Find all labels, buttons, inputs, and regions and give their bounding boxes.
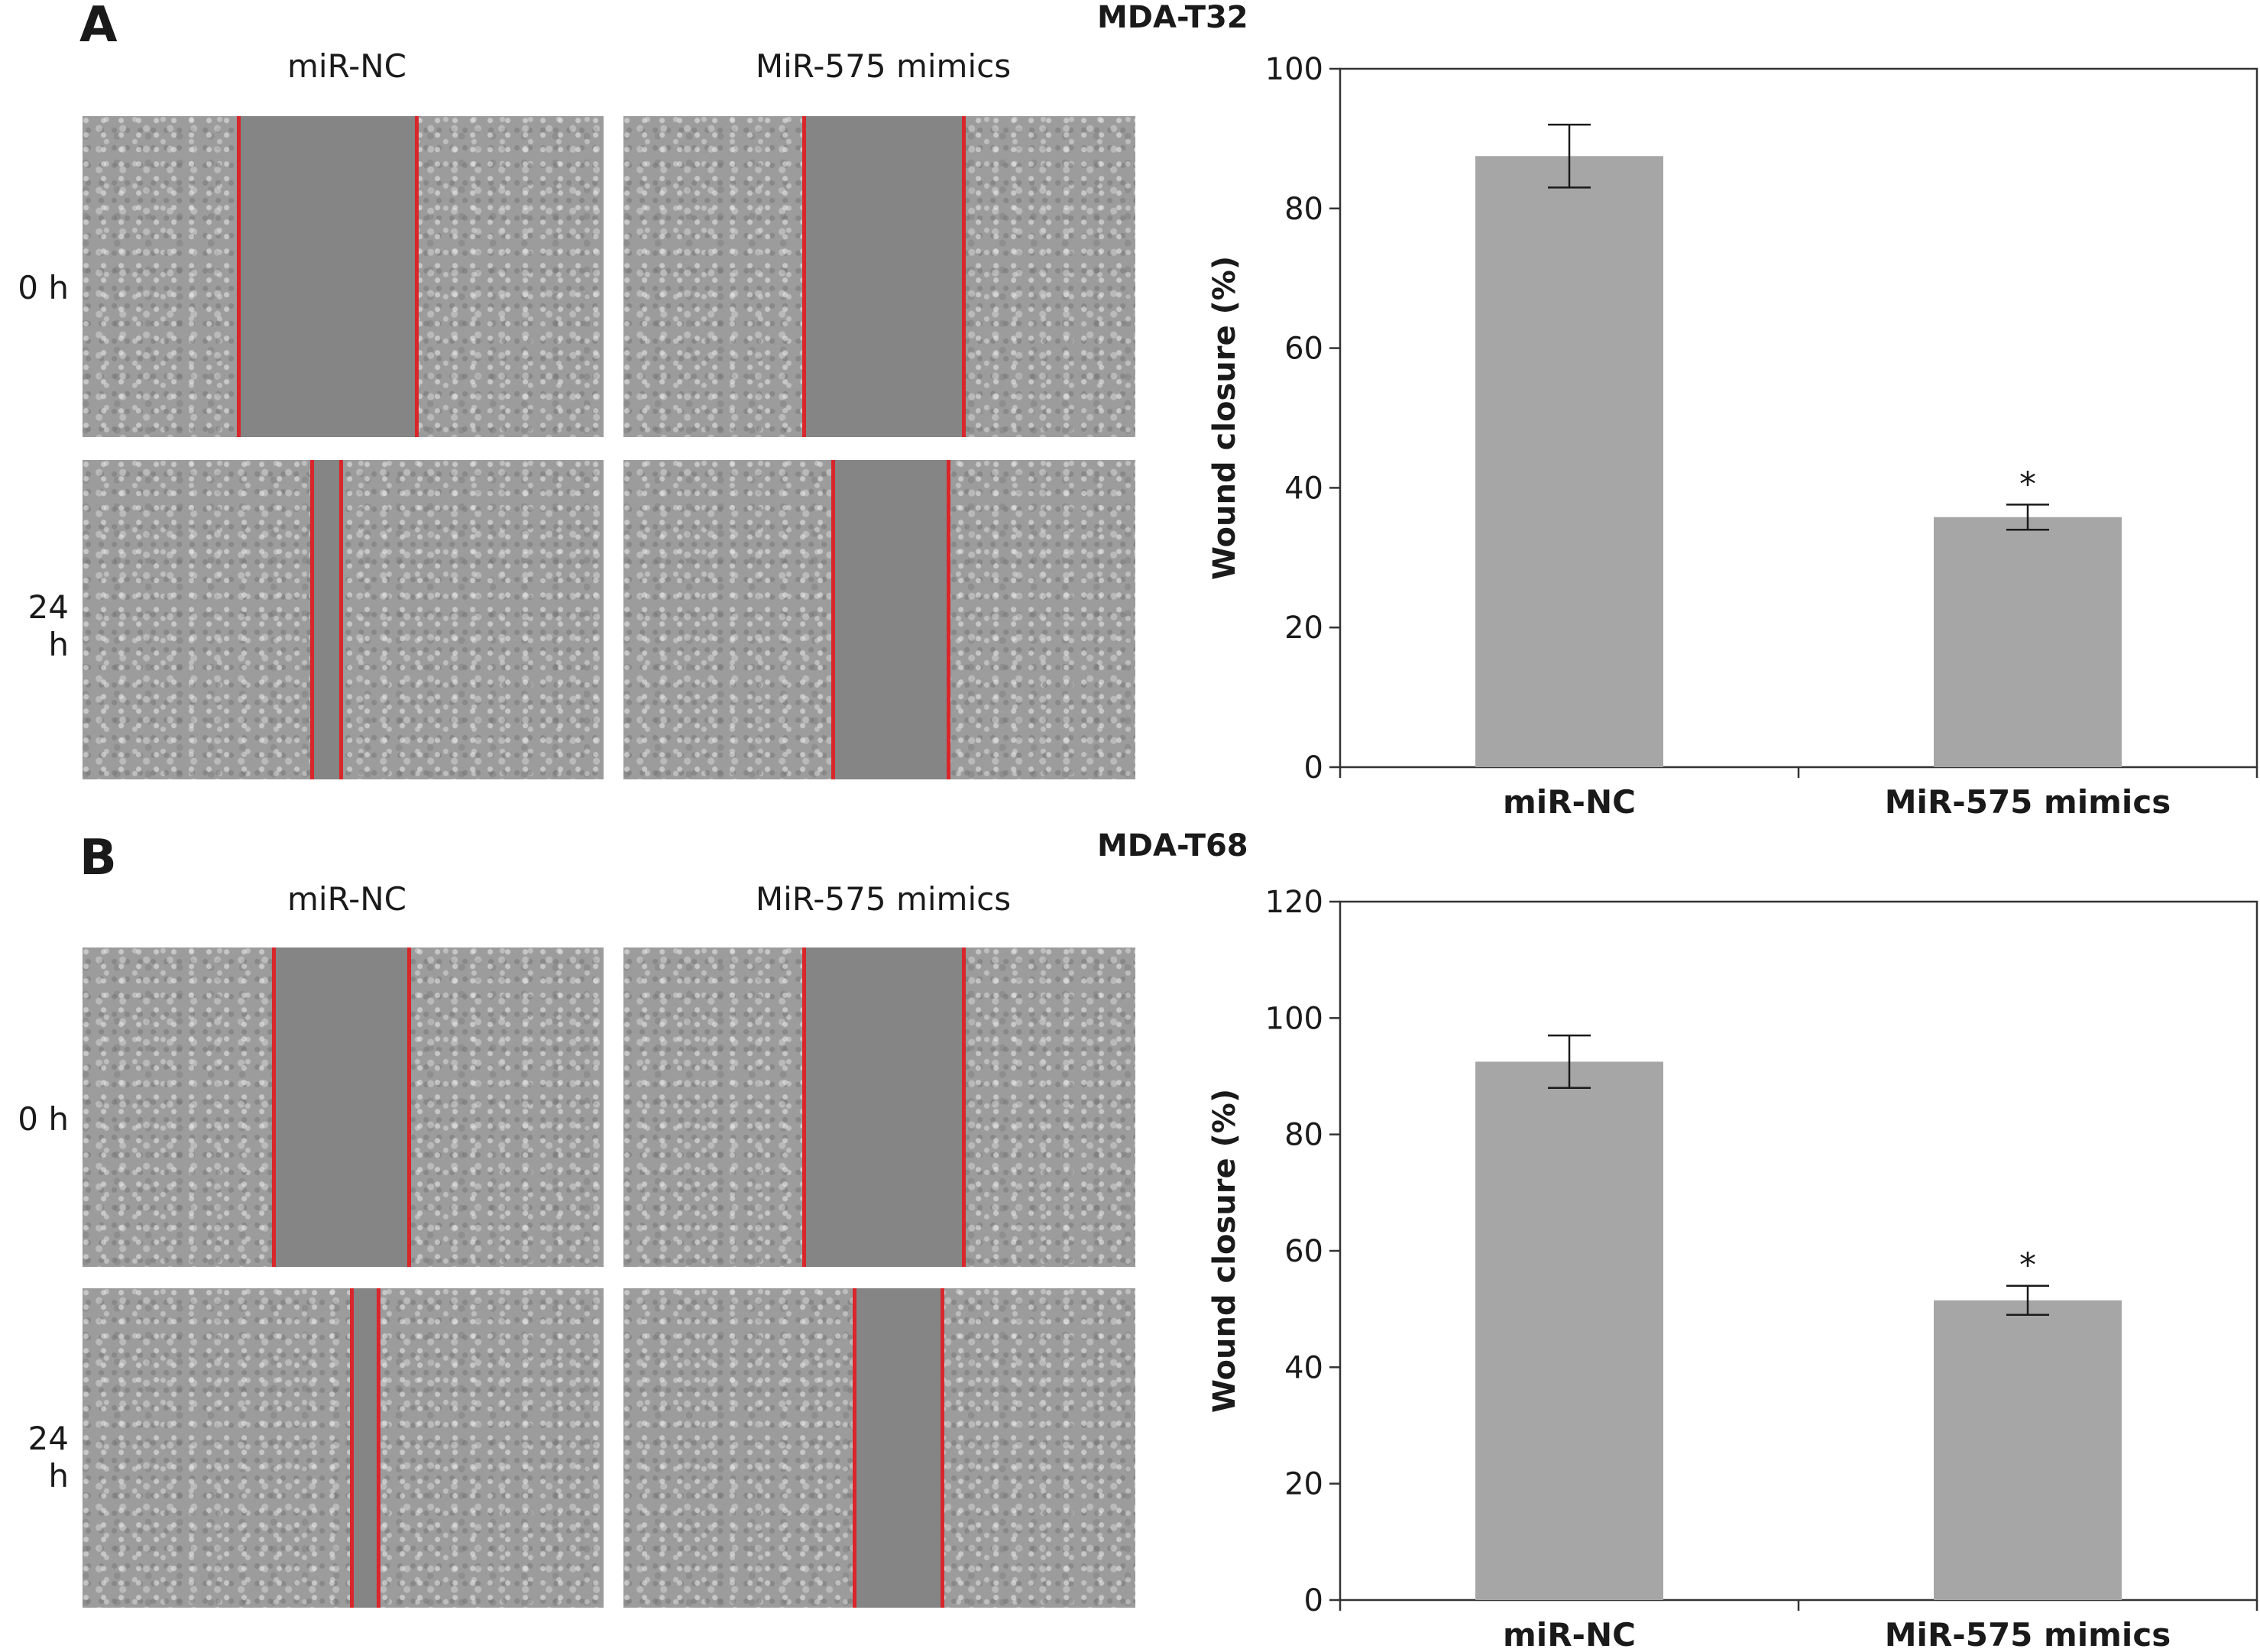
y-axis-label: Wound closure (%) — [1207, 1089, 1242, 1413]
y-tick-label: 120 — [1265, 885, 1323, 920]
bar — [1934, 1301, 2122, 1600]
significance-marker: * — [2019, 1246, 2036, 1285]
y-tick-label: 60 — [1284, 1234, 1323, 1269]
y-tick-label: 80 — [1284, 1118, 1323, 1153]
bar-chart-b: 0 20 40 60 80 100 120 Wound closure (%) miR-NC * M… — [0, 0, 2260, 1652]
bar — [1475, 1061, 1663, 1600]
y-tick-label: 40 — [1284, 1350, 1323, 1385]
y-tick-label: 100 — [1265, 1001, 1323, 1036]
y-tick-label: 20 — [1284, 1467, 1323, 1502]
x-tick-label: MiR-575 mimics — [1885, 1616, 2171, 1652]
y-tick-label: 0 — [1304, 1583, 1323, 1618]
x-tick-label: miR-NC — [1503, 1616, 1636, 1652]
